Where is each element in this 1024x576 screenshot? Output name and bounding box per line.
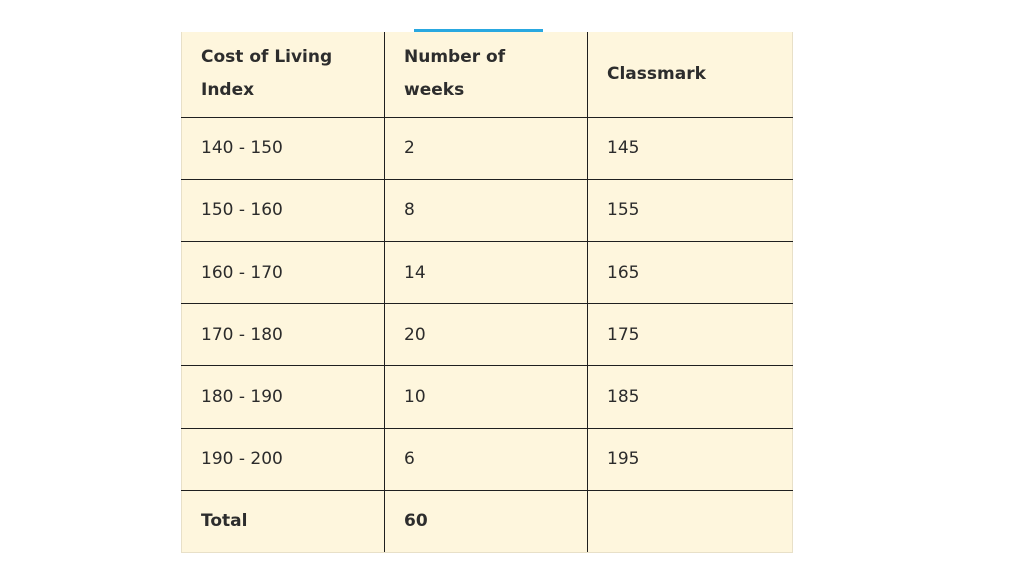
data-table-container: Cost of Living Index Number of weeks Cla… xyxy=(181,32,793,554)
cell-weeks: 8 xyxy=(384,178,588,242)
cell-classmark: 155 xyxy=(587,178,793,242)
table-row: 170 - 180 20 175 xyxy=(181,303,793,367)
cell-range: 180 - 190 xyxy=(181,365,385,429)
frequency-table: Cost of Living Index Number of weeks Cla… xyxy=(181,32,793,554)
cell-weeks: 6 xyxy=(384,427,588,491)
cell-weeks: 10 xyxy=(384,365,588,429)
cell-weeks: 2 xyxy=(384,116,588,180)
table-row: 150 - 160 8 155 xyxy=(181,178,793,242)
table-total-row: Total 60 xyxy=(181,489,793,554)
cell-range: 150 - 160 xyxy=(181,178,385,242)
cell-classmark: 195 xyxy=(587,427,793,491)
cell-range: 170 - 180 xyxy=(181,303,385,367)
table-header-row: Cost of Living Index Number of weeks Cla… xyxy=(181,32,793,118)
header-cost-of-living-index: Cost of Living Index xyxy=(181,32,385,118)
cell-total-weeks: 60 xyxy=(384,489,588,554)
cell-weeks: 20 xyxy=(384,303,588,367)
cell-classmark: 165 xyxy=(587,240,793,305)
table-row: 140 - 150 2 145 xyxy=(181,116,793,180)
cell-total-classmark xyxy=(587,489,793,554)
header-number-of-weeks: Number of weeks xyxy=(384,32,588,118)
header-number-of-weeks-line1: Number of xyxy=(404,47,506,68)
cell-range: 190 - 200 xyxy=(181,427,385,491)
cell-classmark: 145 xyxy=(587,116,793,180)
header-number-of-weeks-line2: weeks xyxy=(404,80,465,101)
header-cost-of-living-line1: Cost of Living xyxy=(201,47,333,68)
table-row: 190 - 200 6 195 xyxy=(181,427,793,491)
table-row: 160 - 170 14 165 xyxy=(181,240,793,305)
accent-bar xyxy=(414,29,543,32)
table-row: 180 - 190 10 185 xyxy=(181,365,793,429)
cell-range: 160 - 170 xyxy=(181,240,385,305)
header-classmark: Classmark xyxy=(587,32,793,118)
cell-weeks: 14 xyxy=(384,240,588,305)
cell-classmark: 185 xyxy=(587,365,793,429)
cell-classmark: 175 xyxy=(587,303,793,367)
cell-range: 140 - 150 xyxy=(181,116,385,180)
header-cost-of-living-line2: Index xyxy=(201,80,255,101)
cell-total-label: Total xyxy=(181,489,385,554)
